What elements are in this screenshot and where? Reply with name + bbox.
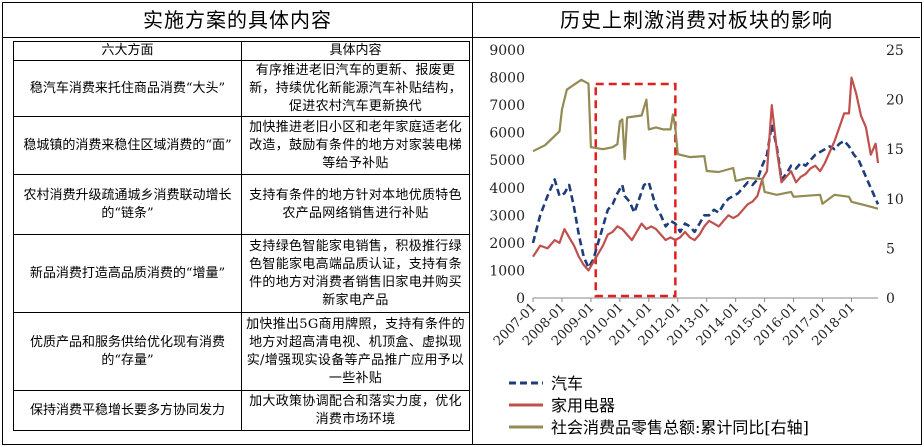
y-right-tick-label: 15	[886, 142, 904, 158]
y-right-tick-label: 10	[886, 192, 904, 208]
column-header-aspect: 六大方面	[13, 41, 242, 61]
y-left-tick-label: 8000	[489, 71, 525, 87]
y-left-tick-label: 0	[516, 291, 525, 307]
y-left-tick-label: 3000	[489, 208, 525, 224]
aspect-cell: 稳汽车消费来托住商品消费“大头”	[13, 60, 242, 117]
y-left-tick-label: 4000	[489, 181, 525, 197]
table-header-row: 六大方面 具体内容	[13, 41, 470, 61]
table-row: 保持消费平稳增长要多方协同发力 加大政策协调配合和落实力度，优化消费市场环境	[13, 390, 470, 431]
series-line-1	[532, 76, 880, 272]
y-right-tick-label: 0	[886, 291, 895, 307]
highlight-period-box	[594, 82, 677, 298]
series-line-2	[532, 78, 879, 210]
aspect-cell: 优质产品和服务供给优化现有消费的“存量”	[13, 312, 242, 391]
legend-label-2: 社会消费品零售总额:累计同比[右轴]	[551, 418, 809, 437]
stimulus-impact-chart: 0 1000 2000 3000 4000 5000 6000 7000 8000 9000 0 5 1…	[489, 43, 904, 437]
aspect-cell: 保持消费平稳增长要多方协同发力	[13, 390, 242, 431]
series-line-0	[531, 123, 880, 269]
content-cell: 加快推进老旧小区和老年家庭适老化改造，鼓励有条件的地方对家装电梯等给予补贴	[241, 116, 470, 175]
left-title-rule	[3, 37, 472, 38]
table-row: 农村消费升级疏通城乡消费联动增长的“链条” 支持有条件的地方针对本地优质特色农产…	[13, 174, 470, 235]
y-left-tick-label: 1000	[489, 263, 525, 279]
y-right-tick-label: 5	[886, 241, 895, 257]
y-right-tick-label: 20	[886, 93, 904, 109]
aspect-cell: 农村消费升级疏通城乡消费联动增长的“链条”	[13, 174, 242, 235]
table-row: 稳城镇的消费来稳住区域消费的“面” 加快推进老旧小区和老年家庭适老化改造，鼓励有…	[13, 116, 470, 175]
plan-table: 六大方面 具体内容 稳汽车消费来托住商品消费“大头” 有序推进老旧汽车的更新、报…	[13, 41, 470, 431]
y-left-tick-label: 7000	[489, 98, 525, 114]
table-row: 新品消费打造高品质消费的“增量” 支持绿色智能家电销售，积极推行绿色智能家电高端…	[13, 234, 470, 313]
legend-label-1: 家用电器	[551, 396, 615, 415]
y-left-tick-label: 6000	[489, 126, 525, 142]
y-left-tick-label: 5000	[489, 153, 525, 169]
right-panel-title: 历史上刺激消费对板块的影响	[560, 8, 833, 32]
panel-divider	[472, 2, 473, 445]
aspect-cell: 稳城镇的消费来稳住区域消费的“面”	[13, 116, 242, 175]
table-row: 优质产品和服务供给优化现有消费的“存量” 加快推出5G商用牌照，支持有条件的地方…	[13, 312, 470, 391]
content-cell: 支持绿色智能家电销售，积极推行绿色智能家电高端品质认证，支持有条件的地方对消费者…	[241, 234, 470, 313]
content-cell: 加快推出5G商用牌照，支持有条件的地方对超高清电视、机顶盒、虚拟现实/增强现实设…	[241, 312, 470, 391]
right-title-rule	[473, 37, 920, 38]
y-left-tick-label: 2000	[489, 236, 525, 252]
content-cell: 加大政策协调配合和落实力度，优化消费市场环境	[241, 390, 470, 431]
y-left-tick-label: 9000	[489, 43, 525, 59]
y-right-tick-label: 25	[886, 43, 904, 59]
aspect-cell: 新品消费打造高品质消费的“增量”	[13, 234, 242, 313]
left-panel-title: 实施方案的具体内容	[143, 8, 332, 32]
content-cell: 有序推进老旧汽车的更新、报废更新，持续优化新能源汽车补贴结构，促进农村汽车更新换…	[241, 60, 470, 117]
table-row: 稳汽车消费来托住商品消费“大头” 有序推进老旧汽车的更新、报废更新，持续优化新能…	[13, 60, 470, 117]
content-cell: 支持有条件的地方针对本地优质特色农产品网络销售进行补贴	[241, 174, 470, 235]
legend-label-0: 汽车	[551, 374, 583, 393]
column-header-content: 具体内容	[241, 41, 470, 61]
